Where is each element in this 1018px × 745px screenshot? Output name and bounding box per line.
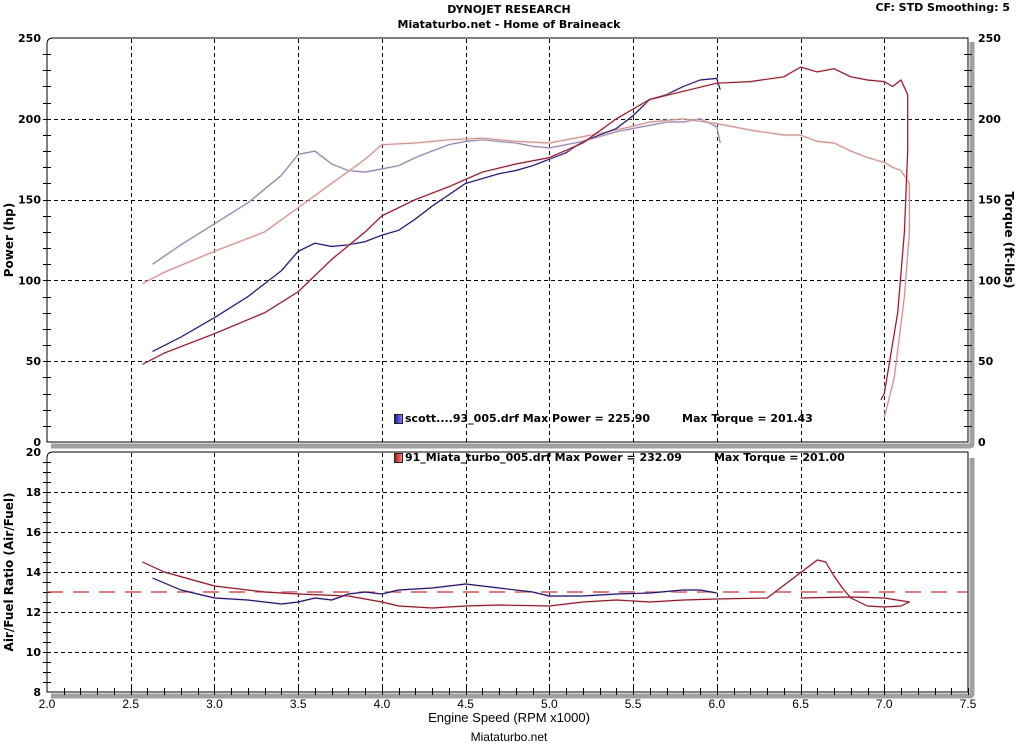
afr-tick-label: 16 [26, 526, 42, 539]
afr-tick-label: 14 [26, 566, 42, 579]
rpm-tick-label: 2.0 [39, 697, 56, 711]
rpm-tick-label: 4.5 [457, 697, 474, 711]
run2-power-curve [142, 66, 909, 401]
afr-plot-grid [47, 453, 968, 692]
legend-run1-torque: Max Torque = 201.43 [682, 412, 813, 425]
run1-power-curve [152, 77, 721, 353]
afr-tick-label: 12 [26, 606, 41, 619]
run2-torque-curve [142, 118, 911, 418]
afr-tick-label: 18 [26, 486, 41, 499]
run1-torque-curve [152, 118, 721, 265]
afr-plot-frame [46, 451, 975, 699]
torque-axis-label: Torque (ft-lbs) [1002, 192, 1016, 289]
torque-tick-label: 150 [978, 194, 1001, 207]
power-axis-label: Power (hp) [2, 203, 16, 277]
legend-run2-name: 91_Miata_turbo_005.drf [405, 451, 551, 464]
legend-item-run1: scott....93_005.drf Max Power = 225.90 M… [394, 412, 845, 425]
rpm-tick-label: 3.0 [206, 697, 223, 711]
rpm-tick-label: 7.5 [960, 697, 977, 711]
run1-afr-curve [152, 577, 717, 605]
rpm-tick-label: 7.0 [876, 697, 893, 711]
power-torque-plot-frame [46, 37, 975, 449]
legend-run2-torque: Max Torque = 201.00 [713, 451, 845, 464]
axis-ticks [43, 54, 972, 695]
legend-item-run2: 91_Miata_turbo_005.drf Max Power = 232.0… [394, 451, 845, 464]
afr-axis-label: Air/Fuel Ratio (Air/Fuel) [2, 493, 16, 652]
torque-tick-label: 200 [978, 113, 1001, 126]
power-tick-label: 100 [18, 274, 41, 287]
power-tick-label: 50 [26, 355, 42, 368]
power-tick-label: 0 [33, 436, 41, 449]
power-torque-curves [141, 65, 912, 419]
afr-tick-label: 8 [33, 686, 41, 699]
axis-tick-labels: 0 0 50 50 100 100 150 150 200 200 250 250 8 10 12 14 16 1… [18, 32, 1001, 711]
x-axis-label: Engine Speed (RPM x1000) [428, 710, 590, 725]
power-tick-label: 250 [18, 32, 41, 45]
torque-tick-label: 100 [978, 274, 1001, 287]
power-tick-label: 150 [18, 194, 41, 207]
power-tick-label: 200 [18, 113, 41, 126]
legend-run1-power: Max Power = 225.90 [522, 412, 651, 425]
rpm-tick-label: 6.5 [792, 697, 809, 711]
torque-tick-label: 50 [978, 355, 994, 368]
legend-swatch-red-icon [394, 452, 403, 463]
legend-swatch-blue-icon [394, 413, 403, 424]
rpm-tick-label: 5.0 [541, 697, 558, 711]
chart-legend: scott....93_005.drf Max Power = 225.90 M… [394, 386, 845, 477]
chart-subtitle: Miataturbo.net - Home of Braineack [397, 18, 621, 31]
rpm-tick-label: 4.0 [374, 697, 391, 711]
footer-watermark: Miataturbo.net [470, 730, 548, 744]
correction-factor-info: CF: STD Smoothing: 5 [875, 1, 1010, 14]
legend-run1-name: scott....93_005.drf [405, 412, 519, 425]
afr-tick-label: 10 [26, 646, 42, 659]
rpm-tick-label: 3.5 [290, 697, 307, 711]
legend-run2-power: Max Power = 232.09 [554, 451, 682, 464]
afr-tick-label: 20 [26, 446, 42, 459]
rpm-tick-label: 5.5 [625, 697, 642, 711]
torque-tick-label: 250 [978, 32, 1001, 45]
chart-title: DYNOJET RESEARCH [447, 3, 571, 16]
rpm-tick-label: 2.5 [122, 697, 139, 711]
torque-tick-label: 0 [978, 436, 986, 449]
rpm-tick-label: 6.0 [708, 697, 725, 711]
run2-afr-curve [142, 559, 911, 609]
afr-curves [47, 558, 968, 610]
